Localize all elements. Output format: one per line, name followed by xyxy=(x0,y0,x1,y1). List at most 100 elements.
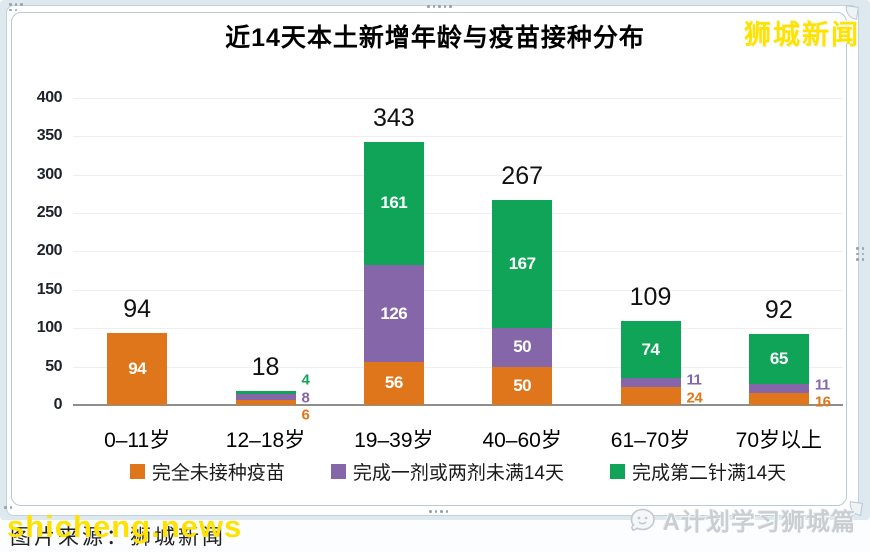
bar-total-label: 18 xyxy=(251,353,280,382)
dot xyxy=(856,247,859,250)
bar-total-label: 92 xyxy=(764,296,793,325)
segment-value-label: 11 xyxy=(814,376,830,394)
bar-segment xyxy=(235,391,296,395)
resize-handle-right-icon[interactable] xyxy=(856,247,864,261)
x-axis-category-label: 70岁以上 xyxy=(735,429,823,452)
dot xyxy=(861,258,864,261)
segment-value-label: 24 xyxy=(686,389,703,407)
chart-panel xyxy=(11,12,847,506)
chart-legend: 完全未接种疫苗 完成一剂或两剂未满14天 完成第二针满14天 xyxy=(73,458,843,485)
x-axis-category-label: 0–11岁 xyxy=(104,429,171,452)
legend-label: 完全未接种疫苗 xyxy=(151,463,285,484)
x-axis-line xyxy=(73,404,843,406)
y-axis-tick-label: 150 xyxy=(36,280,63,298)
bar-total-label: 267 xyxy=(501,161,544,190)
bar-segment: 94 xyxy=(107,332,168,405)
segment-value-label: 50 xyxy=(513,337,532,357)
legend-item: 完全未接种疫苗 xyxy=(129,458,285,485)
chart-title: 近14天本土新增年龄与疫苗接种分布 xyxy=(225,24,645,52)
bar-segment: 167 xyxy=(492,199,553,329)
segment-value-label: 56 xyxy=(384,373,403,393)
bar-segment: 74 xyxy=(620,321,681,379)
legend-label: 完成一剂或两剂未满14天 xyxy=(352,463,564,484)
x-axis-category-label: 12–18岁 xyxy=(225,429,306,452)
legend-swatch-icon xyxy=(129,464,145,479)
dot xyxy=(445,510,448,513)
segment-value-label: 167 xyxy=(508,254,536,274)
brand-watermark: 狮城新闻 xyxy=(744,20,860,50)
drag-handle-icon[interactable] xyxy=(9,3,23,11)
bar-segment: 161 xyxy=(363,141,424,266)
bar-total-label: 94 xyxy=(123,294,152,323)
resize-handle-top-icon[interactable] xyxy=(427,5,452,8)
segment-value-label: 6 xyxy=(301,406,310,424)
chat-bubble-icon xyxy=(630,508,655,531)
dot xyxy=(861,247,864,250)
x-axis-category-label: 61–70岁 xyxy=(610,429,691,452)
bar-segment: 126 xyxy=(363,265,424,362)
dot xyxy=(20,3,23,6)
dot xyxy=(14,8,17,11)
dot xyxy=(443,5,446,8)
x-axis-category-label: 40–60岁 xyxy=(482,429,562,452)
segment-value-label: 16 xyxy=(814,393,831,411)
gridline xyxy=(73,251,843,253)
dot xyxy=(434,510,437,513)
source-caption: 图片来源：狮城新闻 xyxy=(10,526,226,549)
segment-value-label: 161 xyxy=(380,193,408,213)
bar-total-label: 109 xyxy=(629,283,672,312)
dot xyxy=(856,258,859,261)
dot xyxy=(14,3,17,6)
segment-value-label: 94 xyxy=(128,358,147,378)
segment-value-label: 11 xyxy=(686,371,702,389)
x-axis-category-label: 19–39岁 xyxy=(354,429,434,452)
resize-handle-bottom-icon[interactable] xyxy=(429,510,448,513)
y-axis-tick-label: 50 xyxy=(45,357,62,375)
dot xyxy=(861,252,864,255)
site-watermark: shicheng.news xyxy=(7,509,243,544)
dot xyxy=(429,510,432,513)
dot xyxy=(427,5,430,8)
y-axis-tick-label: 200 xyxy=(36,242,63,260)
dot xyxy=(432,5,435,8)
legend-item: 完成一剂或两剂未满14天 xyxy=(330,458,564,485)
legend-swatch-icon xyxy=(610,464,625,479)
dot xyxy=(440,510,443,513)
bar-segment xyxy=(748,392,809,405)
dot xyxy=(9,506,12,509)
y-axis-tick-label: 100 xyxy=(36,319,63,337)
bar-segment xyxy=(748,384,809,393)
legend-label: 完成第二针满14天 xyxy=(632,463,787,484)
dot xyxy=(9,3,12,6)
dot xyxy=(449,5,452,8)
gridline xyxy=(73,213,843,214)
bar-total-label: 343 xyxy=(372,103,415,132)
dot xyxy=(9,8,12,11)
legend-swatch-icon xyxy=(330,464,346,479)
bar-segment xyxy=(235,394,296,401)
segment-value-label: 65 xyxy=(769,349,788,369)
bar-segment: 65 xyxy=(748,334,809,385)
gridline xyxy=(73,97,843,99)
account-name: A计划学习狮城篇 xyxy=(662,509,856,536)
gridline xyxy=(73,366,843,368)
drag-handle-bottom-left-icon[interactable] xyxy=(4,506,18,509)
bar-segment xyxy=(620,378,681,387)
account-badge: A计划学习狮城篇 xyxy=(629,502,856,537)
gridline xyxy=(73,174,843,176)
y-axis-tick-label: 250 xyxy=(36,204,63,221)
gridline xyxy=(73,136,843,138)
legend-item: 完成第二针满14天 xyxy=(610,458,786,485)
gridline xyxy=(73,328,843,330)
segment-value-label: 50 xyxy=(513,375,532,395)
gridline xyxy=(73,289,843,291)
bar-segment: 50 xyxy=(492,366,553,405)
y-axis-tick-label: 400 xyxy=(36,88,63,106)
dot xyxy=(438,5,441,8)
y-axis-tick-label: 0 xyxy=(53,396,63,413)
dot xyxy=(856,252,859,255)
bar-segment: 56 xyxy=(363,361,424,405)
segment-value-label: 126 xyxy=(380,303,408,323)
